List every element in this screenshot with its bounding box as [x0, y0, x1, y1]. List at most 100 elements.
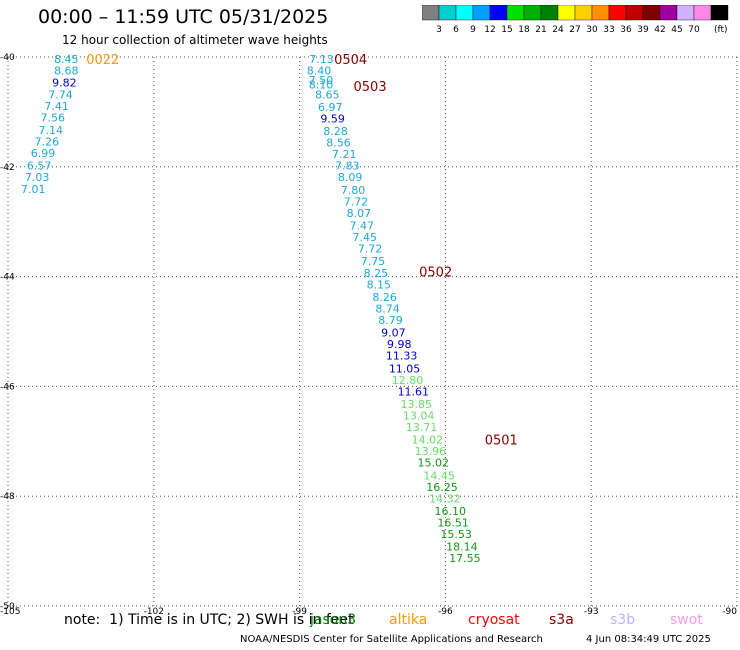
wave-height-point: 7.45	[352, 231, 377, 244]
wave-height-point: 14.45	[423, 469, 455, 482]
colorbar-tick-label: 42	[654, 25, 665, 35]
wave-height-point: 6.99	[31, 147, 56, 160]
footer-credit: NOAA/NESDIS Center for Satellite Applica…	[240, 634, 543, 645]
legend-item-jason3: jason3	[310, 612, 357, 628]
wave-height-point: 13.71	[406, 421, 438, 434]
wave-height-point: 16.51	[437, 517, 469, 530]
wave-height-point: 7.56	[40, 111, 65, 124]
wave-height-point: 7.47	[350, 220, 375, 233]
x-tick-label: -99	[292, 607, 307, 617]
wave-height-point: 13.96	[415, 445, 447, 458]
x-tick-label: -93	[584, 607, 599, 617]
wave-height-point: 7.26	[35, 136, 60, 149]
y-tick-label: -42	[0, 163, 15, 173]
wave-height-point: 7.75	[361, 255, 386, 268]
wave-height-point: 7.74	[48, 88, 73, 101]
wave-height-point: 7.41	[44, 100, 69, 113]
colorbar-tick-label: 6	[453, 25, 459, 35]
wave-height-point: 8.79	[378, 314, 403, 327]
wave-height-point: 13.04	[403, 409, 435, 422]
colorbar-tick-label: 18	[518, 25, 530, 35]
wave-height-point: 7.83	[335, 160, 360, 173]
wave-height-point: 8.74	[375, 302, 400, 315]
pass-time-annotation: 0504	[334, 53, 367, 68]
legend-item-altika: altika	[389, 612, 428, 628]
colorbar-unit: (ft)	[714, 25, 728, 35]
wave-height-point: 9.98	[387, 338, 412, 351]
colorbar-swatch	[710, 5, 729, 21]
wave-height-point: 18.14	[446, 541, 478, 554]
y-tick-label: -50	[0, 602, 15, 612]
y-tick-label: -48	[0, 492, 15, 502]
colorbar-tick-label: 45	[671, 25, 682, 35]
colorbar-tick-label: 70	[688, 25, 700, 35]
x-tick-label: -90	[722, 607, 737, 617]
footer-timestamp: 4 Jun 08:34:49 UTC 2025	[586, 634, 711, 645]
wave-height-point: 11.61	[398, 385, 430, 398]
wave-height-point: 8.09	[338, 171, 363, 184]
wave-height-point: 6.97	[318, 101, 343, 114]
wave-height-point: 8.56	[326, 137, 351, 150]
y-tick-label: -46	[0, 382, 15, 392]
wave-height-point: 13.85	[400, 398, 432, 411]
wave-height-point: 7.50	[309, 74, 334, 87]
wave-height-point: 12.80	[392, 374, 424, 387]
pass-time-annotation: 0502	[419, 266, 452, 281]
wave-height-point: 14.02	[412, 434, 444, 447]
wave-height-point: 6.57	[27, 160, 52, 173]
colorbar-tick-label: 30	[586, 25, 598, 35]
wave-height-point: 7.01	[21, 183, 46, 196]
pass-time-annotation: 0503	[354, 80, 387, 95]
wave-height-point: 8.40	[307, 65, 332, 78]
wave-height-point: 8.26	[372, 291, 397, 304]
wave-height-point: 17.55	[449, 552, 481, 565]
chart-subtitle: 12 hour collection of altimeter wave hei…	[62, 33, 328, 47]
colorbar-tick-label: 12	[484, 25, 495, 35]
legend-item-cryosat: cryosat	[468, 612, 520, 628]
wave-height-point: 9.59	[320, 112, 345, 125]
color-scale-legend: 3 6 9 12 15 18 21 24 27 30 33 36 39 42 45 70 (ft)	[422, 5, 729, 35]
colorbar-tick-label: 39	[637, 25, 649, 35]
wave-height-map: -40 -42 -44 -46 -48 -50-105 -102 -99 -96 -93 -90 8.…	[0, 53, 738, 617]
wave-height-point: 11.05	[389, 362, 421, 375]
wave-height-point: 7.21	[332, 148, 357, 161]
colorbar-tick-label: 15	[501, 25, 512, 35]
y-tick-label: -40	[0, 53, 15, 63]
colorbar-tick-label: 24	[552, 25, 564, 35]
colorbar-tick-label: 27	[569, 25, 580, 35]
wave-height-point: 7.72	[344, 195, 369, 208]
wave-height-point: 9.07	[381, 327, 406, 340]
colorbar-tick-label: 33	[603, 25, 614, 35]
y-tick-label: -44	[0, 273, 15, 283]
wave-height-point: 7.03	[25, 171, 50, 184]
wave-height-point: 7.13	[309, 53, 334, 66]
wave-height-point: 11.33	[386, 350, 418, 363]
wave-height-point: 9.82	[52, 76, 77, 89]
colorbar-tick-label: 21	[535, 25, 546, 35]
wave-height-point: 16.25	[426, 481, 458, 494]
wave-height-point: 8.68	[54, 65, 79, 78]
colorbar-tick-label: 3	[436, 25, 442, 35]
pass-time-annotation: 0022	[86, 53, 119, 68]
wave-height-point: 7.80	[341, 184, 366, 197]
wave-height-point: 8.25	[364, 267, 389, 280]
wave-height-point: 8.10	[309, 78, 334, 91]
wave-height-point: 8.28	[323, 125, 348, 138]
wave-height-point: 8.07	[347, 207, 372, 220]
legend-item-s3a: s3a	[549, 612, 574, 628]
legend-item-s3b: s3b	[610, 612, 636, 628]
wave-height-point: 14.32	[429, 492, 461, 505]
wave-height-point: 8.45	[54, 53, 79, 66]
footnote: note: 1) Time is in UTC; 2) SWH is in fe…	[64, 612, 354, 628]
pass-time-annotation: 0501	[485, 434, 518, 449]
wave-height-point: 7.14	[39, 124, 64, 137]
wave-height-point: 8.65	[315, 88, 340, 101]
x-tick-label: -105	[0, 607, 20, 617]
x-tick-label: -96	[438, 607, 453, 617]
x-tick-label: -102	[144, 607, 164, 617]
chart-title: 00:00 – 11:59 UTC 05/31/2025	[38, 6, 329, 28]
colorbar-tick-label: 36	[620, 25, 632, 35]
wave-height-point: 8.15	[367, 278, 392, 291]
wave-height-point: 16.10	[435, 505, 467, 518]
wave-height-point: 15.02	[418, 457, 450, 470]
